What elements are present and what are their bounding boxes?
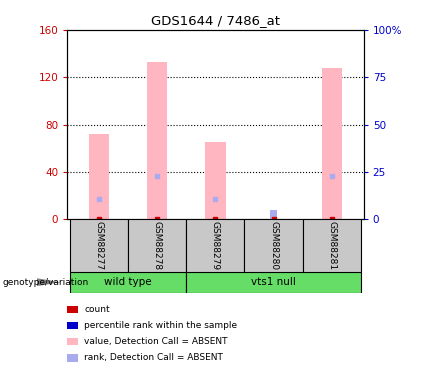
Text: vts1 null: vts1 null [251, 277, 296, 287]
Bar [89, 134, 109, 219]
Text: rank, Detection Call = ABSENT: rank, Detection Call = ABSENT [84, 353, 223, 362]
Bar [303, 219, 361, 272]
Text: GSM88281: GSM88281 [327, 221, 336, 270]
Bar [245, 219, 303, 272]
Bar [186, 219, 245, 272]
Text: genotype/variation: genotype/variation [2, 278, 88, 286]
Polygon shape [37, 278, 61, 286]
Text: count: count [84, 305, 110, 314]
Text: GSM88278: GSM88278 [153, 221, 162, 270]
Text: GSM88277: GSM88277 [94, 221, 103, 270]
Bar [70, 272, 186, 292]
Bar [147, 62, 168, 219]
Text: wild type: wild type [104, 277, 152, 287]
Text: percentile rank within the sample: percentile rank within the sample [84, 321, 238, 330]
Text: value, Detection Call = ABSENT: value, Detection Call = ABSENT [84, 337, 228, 346]
Title: GDS1644 / 7486_at: GDS1644 / 7486_at [151, 15, 280, 27]
Text: GSM88279: GSM88279 [211, 221, 220, 270]
Bar [322, 68, 342, 219]
Bar [70, 219, 128, 272]
Bar [205, 142, 226, 219]
Bar [186, 272, 361, 292]
Text: GSM88280: GSM88280 [269, 221, 278, 270]
Bar [270, 210, 277, 219]
Bar [128, 219, 186, 272]
